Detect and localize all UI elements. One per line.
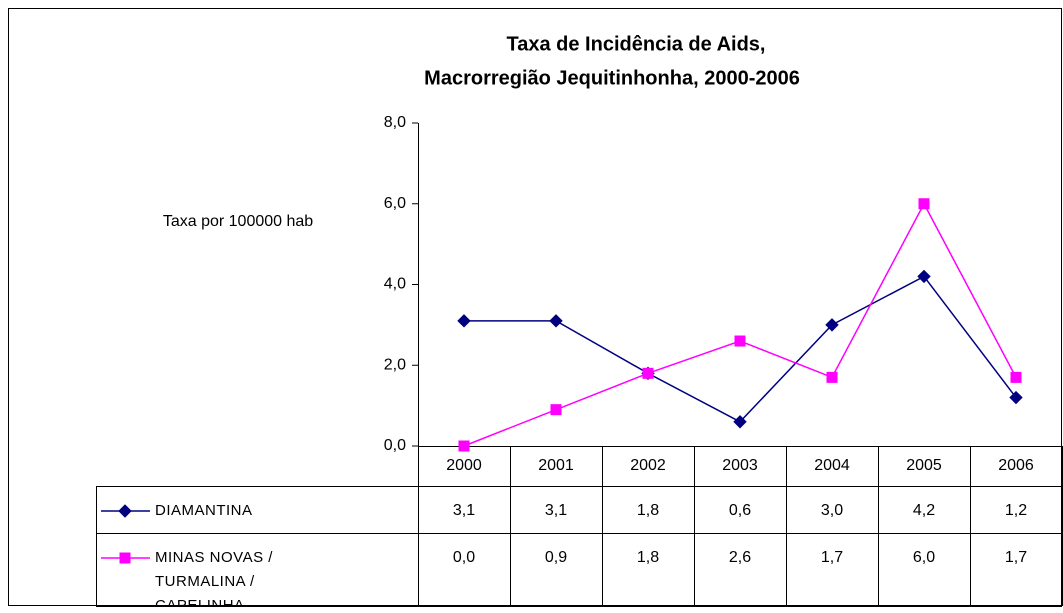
data-label: 1,8: [637, 502, 659, 519]
chart-title: Taxa de Incidência de Aids,: [507, 33, 766, 55]
legend-label-box: MINAS NOVAS / TURMALINA / CAPELINHA: [155, 549, 273, 606]
point: [733, 415, 747, 429]
point: [918, 198, 930, 210]
data-label: 3,1: [453, 502, 475, 519]
y-axis-label: Taxa por 100000 hab: [163, 213, 313, 230]
legend-marker: [118, 504, 132, 518]
data-label: 3,0: [821, 502, 843, 519]
series-line: [464, 275, 1017, 423]
chart-border: [8, 8, 1062, 606]
x-tick-label: 2001: [538, 457, 574, 474]
point: [1009, 390, 1023, 405]
legend-marker: [119, 552, 131, 564]
y-tick-label: 6,0: [384, 195, 406, 212]
data-label: 1,7: [1005, 549, 1027, 566]
point: [550, 404, 562, 416]
point: [549, 314, 563, 328]
point: [457, 314, 471, 328]
point: [458, 440, 470, 452]
y-tick-label: 4,0: [384, 276, 406, 293]
point: [734, 335, 746, 347]
data-label: 0,0: [453, 549, 475, 566]
data-label: 1,8: [637, 549, 659, 566]
point: [825, 318, 839, 332]
x-tick-label: 2000: [446, 457, 482, 474]
data-label: 2,6: [729, 549, 751, 566]
point: [826, 371, 838, 383]
data-label: 0,9: [545, 549, 567, 566]
point: [1010, 371, 1022, 383]
x-tick-label: 2005: [906, 457, 942, 474]
y-tick-label: 0,0: [384, 437, 406, 454]
legend-label: DIAMANTINA: [155, 502, 253, 519]
data-label: 4,2: [913, 502, 935, 519]
x-tick-label: 2004: [814, 457, 850, 474]
legend-label-box: DIAMANTINA: [155, 502, 253, 519]
data-label: 1,2: [1005, 502, 1027, 519]
series-line: [463, 202, 1017, 447]
data-label: 6,0: [913, 549, 935, 566]
data-label: 3,1: [545, 502, 567, 519]
point: [917, 269, 931, 284]
data-label: 1,7: [821, 549, 843, 566]
legend-label: MINAS NOVAS / TURMALINA / CAPELINHA: [155, 549, 273, 606]
data-label: 0,6: [729, 502, 751, 519]
x-tick-label: 2002: [630, 457, 666, 474]
x-tick-label: 2006: [998, 457, 1034, 474]
y-tick-label: 2,0: [384, 356, 406, 373]
point: [642, 367, 654, 379]
y-tick-label: 8,0: [384, 114, 406, 131]
chart-title: Macrorregião Jequitinhonha, 2000-2006: [424, 67, 800, 89]
x-tick-label: 2003: [722, 457, 758, 474]
